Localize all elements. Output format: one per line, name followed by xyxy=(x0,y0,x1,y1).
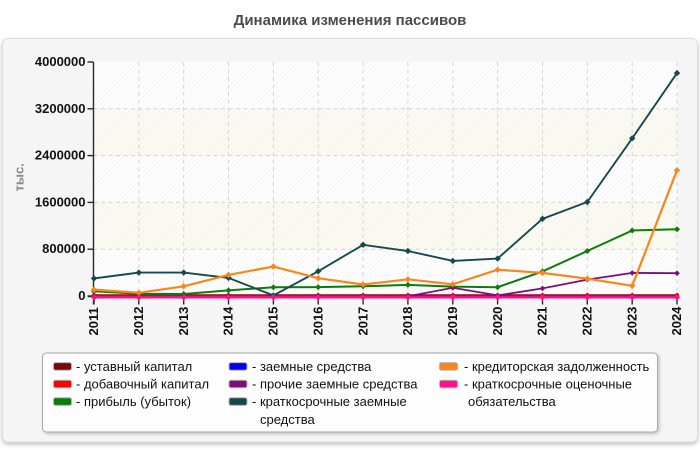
svg-text:- кредиторская задолженность: - кредиторская задолженность xyxy=(464,359,650,374)
svg-text:2021: 2021 xyxy=(535,307,550,336)
svg-text:2017: 2017 xyxy=(355,307,370,336)
svg-text:обязательства: обязательства xyxy=(468,394,557,409)
svg-text:средства: средства xyxy=(260,412,315,427)
svg-text:тыс.: тыс. xyxy=(12,163,27,191)
svg-text:0: 0 xyxy=(78,288,85,303)
svg-text:- уставный капитал: - уставный капитал xyxy=(76,359,192,374)
svg-text:2019: 2019 xyxy=(445,307,460,336)
svg-text:2013: 2013 xyxy=(176,307,191,336)
svg-text:2014: 2014 xyxy=(221,306,236,336)
svg-text:- краткосрочные заемные: - краткосрочные заемные xyxy=(252,394,407,409)
svg-text:1600000: 1600000 xyxy=(35,194,86,209)
svg-text:3200000: 3200000 xyxy=(35,101,86,116)
svg-text:- прочие заемные средства: - прочие заемные средства xyxy=(252,377,418,392)
svg-text:Динамика изменения пассивов: Динамика изменения пассивов xyxy=(234,12,467,29)
svg-text:2022: 2022 xyxy=(580,307,595,336)
svg-text:2016: 2016 xyxy=(310,307,325,336)
svg-text:- добавочный капитал: - добавочный капитал xyxy=(76,377,209,392)
svg-text:- заемные средства: - заемные средства xyxy=(252,359,372,374)
svg-text:2011: 2011 xyxy=(86,307,101,335)
svg-text:2400000: 2400000 xyxy=(35,148,86,163)
svg-text:2012: 2012 xyxy=(131,307,146,336)
svg-text:- краткосрочные оценочные: - краткосрочные оценочные xyxy=(464,377,632,392)
svg-text:2024: 2024 xyxy=(669,306,684,336)
svg-text:- прибыль (убыток): - прибыль (убыток) xyxy=(76,394,191,409)
svg-text:2015: 2015 xyxy=(266,307,281,336)
svg-text:2018: 2018 xyxy=(400,307,415,336)
svg-text:2020: 2020 xyxy=(490,307,505,336)
svg-text:2023: 2023 xyxy=(624,307,639,336)
svg-text:800000: 800000 xyxy=(42,241,85,256)
svg-text:4000000: 4000000 xyxy=(35,54,86,69)
